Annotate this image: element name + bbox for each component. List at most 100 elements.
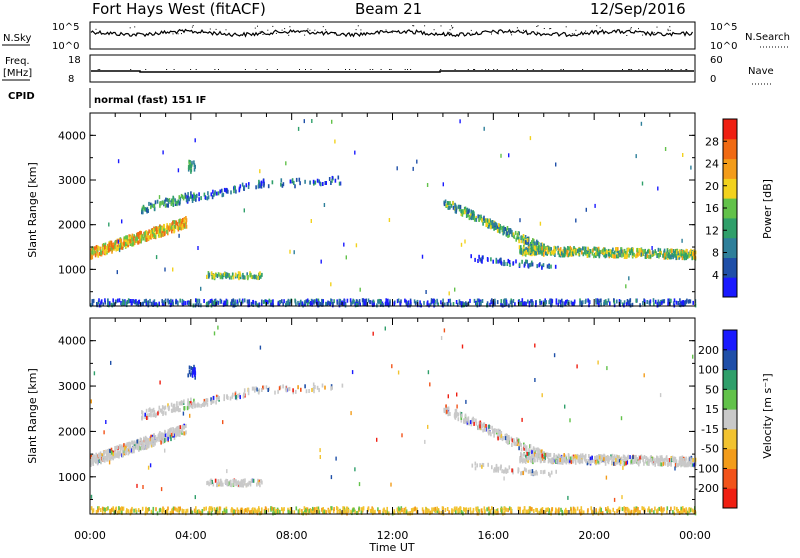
range-cell bbox=[454, 287, 456, 292]
range-cell bbox=[656, 303, 659, 308]
range-cell bbox=[164, 438, 166, 443]
nave-point bbox=[369, 69, 371, 70]
range-cell bbox=[625, 461, 627, 466]
range-cell bbox=[628, 276, 630, 281]
range-cell bbox=[638, 510, 640, 515]
range-cell bbox=[167, 436, 169, 441]
nsearch-point bbox=[272, 25, 274, 27]
freq-line bbox=[91, 70, 694, 73]
range-cell bbox=[561, 298, 563, 303]
range-cell bbox=[148, 440, 150, 445]
range-cell bbox=[331, 385, 333, 390]
range-cell bbox=[115, 246, 118, 251]
range-cell bbox=[261, 299, 263, 304]
range-cell bbox=[569, 251, 571, 256]
range-cell bbox=[195, 506, 197, 511]
range-cell bbox=[455, 208, 458, 213]
range-cell bbox=[251, 478, 253, 483]
range-cell bbox=[478, 302, 481, 307]
range-cell bbox=[613, 461, 615, 466]
range-cell bbox=[311, 119, 313, 123]
range-cell bbox=[104, 510, 106, 515]
nave-point bbox=[266, 69, 268, 70]
range-cell bbox=[567, 249, 569, 254]
range-cell bbox=[343, 242, 345, 247]
range-cell bbox=[203, 299, 205, 303]
range-cell bbox=[323, 510, 325, 515]
range-cell bbox=[473, 217, 476, 222]
range-cell bbox=[318, 510, 321, 515]
range-cell bbox=[499, 431, 501, 436]
range-cell bbox=[174, 198, 176, 203]
range-cell bbox=[591, 455, 593, 460]
range-cell bbox=[151, 439, 153, 444]
range-cell bbox=[547, 507, 549, 512]
range-cell bbox=[506, 468, 508, 473]
range-cell bbox=[145, 507, 147, 512]
range-cell bbox=[91, 456, 93, 461]
range-cell bbox=[641, 250, 643, 255]
range-cell bbox=[502, 225, 505, 230]
range-cell bbox=[178, 201, 180, 206]
range-cell bbox=[396, 507, 399, 512]
range-cell bbox=[233, 189, 235, 194]
range-cell bbox=[170, 402, 173, 407]
range-cell bbox=[513, 441, 516, 446]
range-cell bbox=[482, 221, 484, 226]
range-cell bbox=[157, 411, 159, 416]
range-cell bbox=[582, 252, 585, 257]
range-cell bbox=[690, 463, 692, 468]
range-cell bbox=[113, 451, 116, 456]
range-cell bbox=[121, 453, 124, 458]
range-cell bbox=[455, 509, 457, 514]
range-cell bbox=[242, 275, 244, 280]
range-cell bbox=[185, 508, 188, 513]
range-cell bbox=[200, 286, 202, 291]
range-cell bbox=[149, 298, 151, 303]
range-cell bbox=[259, 511, 261, 516]
range-cell bbox=[614, 250, 616, 255]
range-cell bbox=[167, 203, 169, 208]
range-cell bbox=[538, 455, 541, 460]
nave-point bbox=[622, 69, 623, 70]
range-cell bbox=[169, 429, 171, 434]
range-cell bbox=[549, 246, 551, 251]
range-cell bbox=[619, 250, 621, 255]
range-cell bbox=[523, 458, 526, 463]
range-cell bbox=[460, 242, 463, 247]
range-cell bbox=[539, 449, 542, 454]
range-cell bbox=[456, 412, 459, 417]
range-cell bbox=[243, 208, 245, 213]
range-cell bbox=[186, 406, 189, 411]
range-cell bbox=[494, 298, 496, 303]
range-cell bbox=[482, 428, 484, 433]
range-cell bbox=[385, 298, 388, 303]
range-cell bbox=[148, 443, 150, 448]
range-cell bbox=[140, 446, 142, 451]
range-cell bbox=[120, 241, 123, 246]
range-cell bbox=[221, 510, 224, 515]
range-cell bbox=[212, 395, 215, 400]
range-cell bbox=[376, 303, 378, 308]
range-cell bbox=[401, 507, 403, 512]
range-cell bbox=[205, 400, 208, 405]
range-cell bbox=[503, 476, 505, 481]
range-cell bbox=[187, 398, 189, 403]
range-cell bbox=[668, 458, 671, 463]
range-cell bbox=[258, 179, 260, 184]
range-cell bbox=[187, 401, 189, 406]
range-cell bbox=[142, 204, 145, 209]
range-cell bbox=[172, 506, 175, 511]
nave-point bbox=[327, 69, 329, 70]
nsearch-point bbox=[391, 32, 393, 34]
range-cell bbox=[661, 299, 664, 304]
range-cell bbox=[106, 455, 109, 460]
range-cell bbox=[468, 216, 471, 221]
range-cell bbox=[135, 508, 137, 513]
nave-point bbox=[631, 69, 633, 70]
range-cell bbox=[104, 251, 107, 256]
range-cell bbox=[519, 506, 521, 511]
range-cell bbox=[121, 449, 124, 454]
range-cell bbox=[101, 506, 104, 511]
